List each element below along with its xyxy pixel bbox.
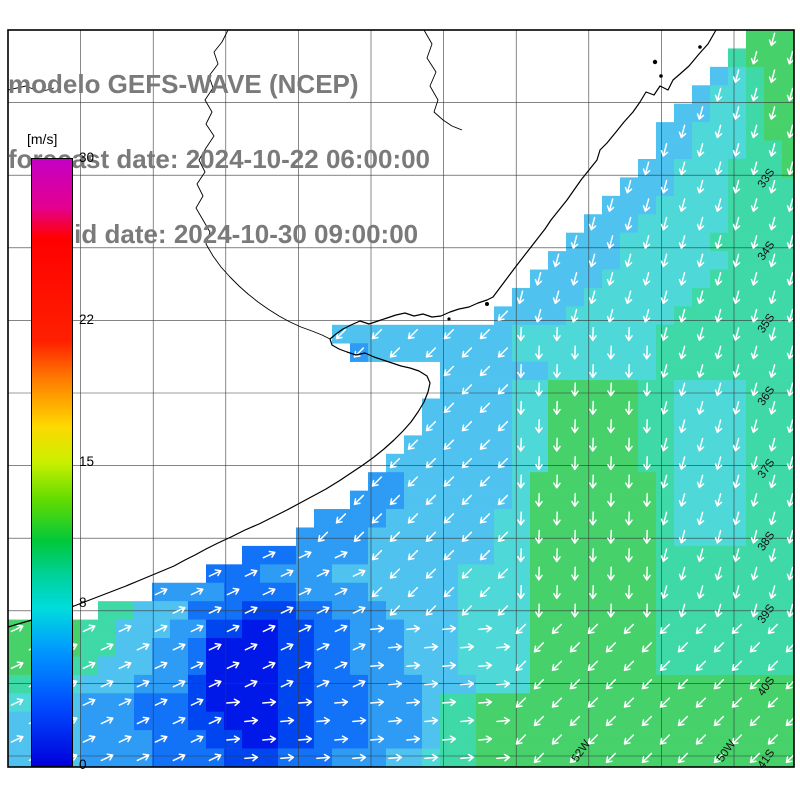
forecast-date-line: forecast date: 2024-10-22 06:00:00 — [8, 144, 431, 174]
valid-date-line: valid date: 2024-10-30 09:00:00 — [38, 219, 419, 249]
model-title: modelo GEFS-WAVE (NCEP) — [8, 69, 359, 99]
plot-header: modelo GEFS-WAVE (NCEP) forecast date: 2… — [8, 22, 430, 297]
